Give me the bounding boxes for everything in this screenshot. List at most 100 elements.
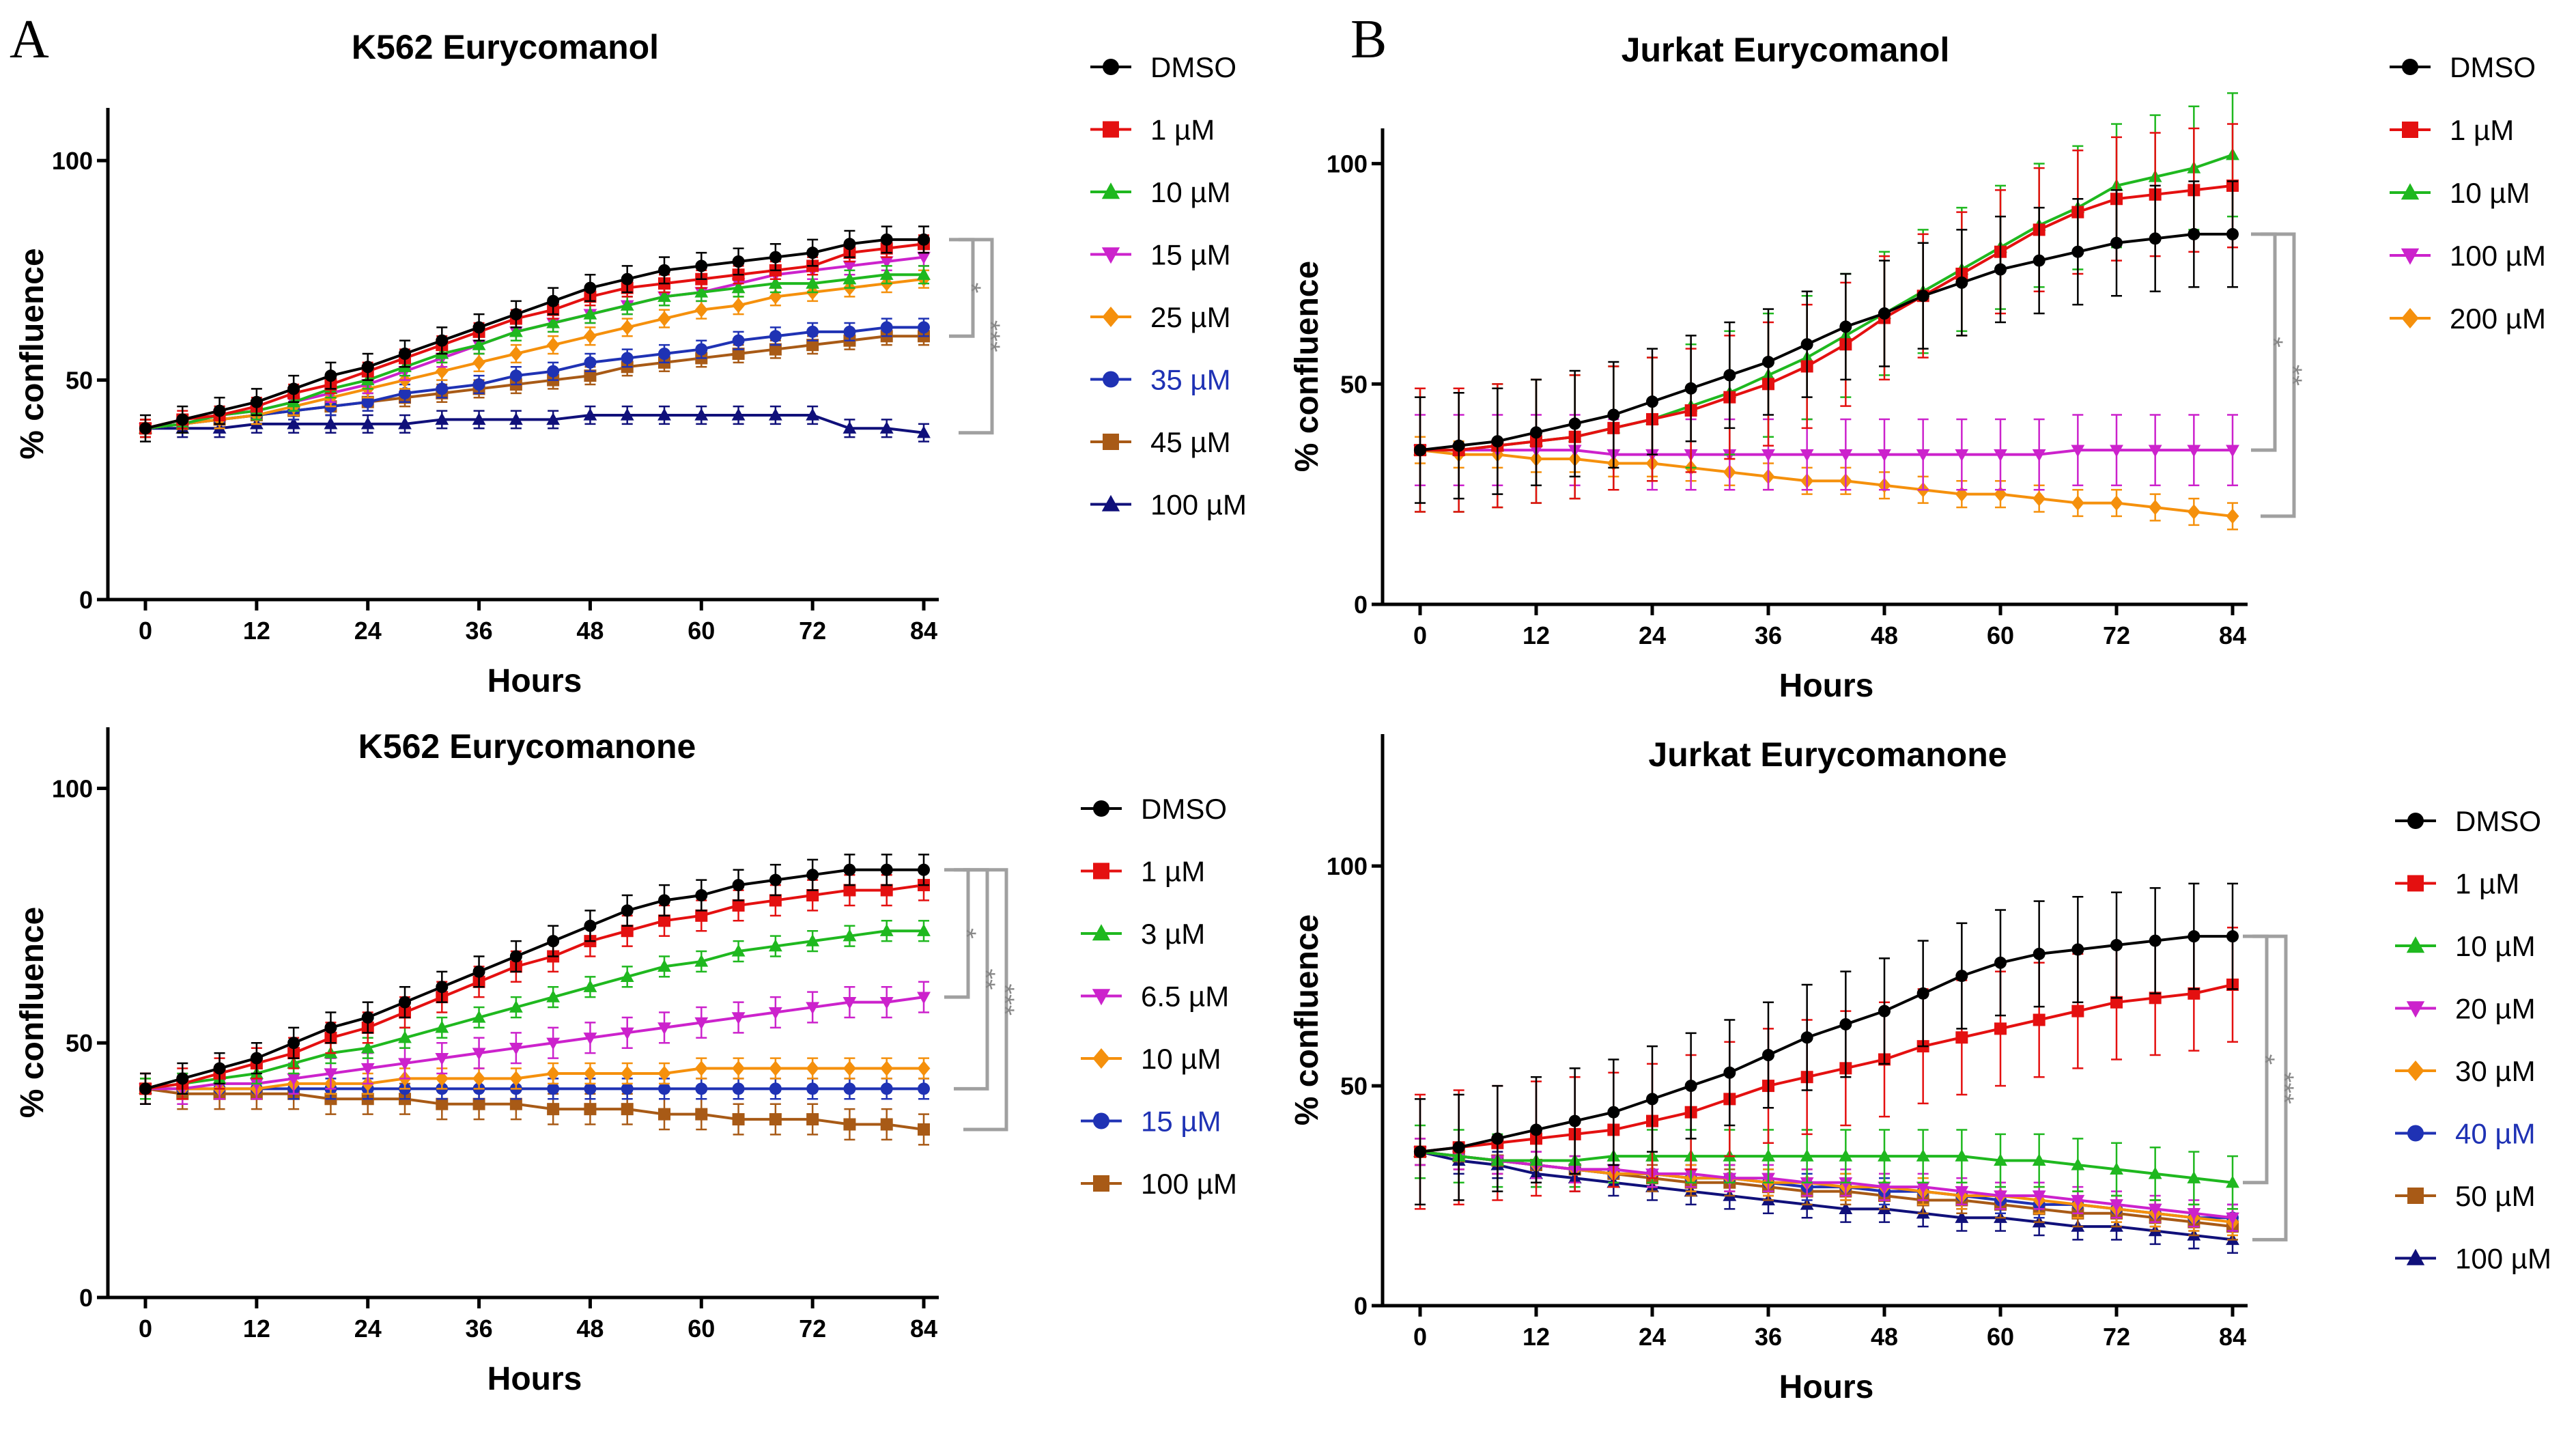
data-point (843, 238, 856, 251)
data-point (879, 421, 894, 434)
chart-jurkat-eurycomanol: Jurkat Eurycomanol 0 50 100 0 12 24 36 48 60 72 84 H… (1289, 31, 2546, 704)
data-point (584, 1082, 597, 1095)
data-point (2226, 1175, 2239, 1188)
legend-item-50-um: 50 µM (2395, 1180, 2536, 1212)
data-point (732, 879, 745, 892)
x-tick-label: 72 (2103, 1323, 2130, 1351)
x-tick-label: 12 (243, 617, 270, 645)
data-point (1839, 449, 1853, 462)
data-point (1723, 369, 1736, 382)
data-point (2149, 499, 2162, 516)
data-point (657, 959, 671, 972)
data-point (880, 1118, 893, 1131)
series-line (1419, 983, 2233, 1153)
data-point (1723, 1066, 1736, 1079)
series-line (145, 868, 924, 1091)
data-point (1878, 449, 1891, 462)
legend-marker (2406, 936, 2425, 953)
data-point (398, 417, 412, 430)
series-line (1419, 1150, 2233, 1220)
data-point (768, 276, 782, 289)
chart-title: Jurkat Eurycomanol (1622, 31, 1950, 69)
data-point (2148, 1166, 2162, 1179)
data-point (918, 1123, 930, 1136)
data-point (360, 1041, 375, 1054)
data-point (1491, 435, 1504, 448)
series-dmso (1414, 180, 2239, 504)
data-point (546, 315, 561, 328)
series-line (145, 277, 924, 430)
data-point (2110, 1199, 2123, 1212)
series-line (145, 242, 924, 430)
data-point (879, 256, 894, 269)
x-tick-label: 36 (466, 617, 493, 645)
data-point (1994, 449, 2007, 462)
data-point (546, 1037, 561, 1050)
data-point (509, 412, 523, 425)
legend-marker (1093, 1112, 1109, 1129)
legend-marker (1093, 800, 1109, 817)
data-point (695, 343, 708, 356)
data-point (843, 1082, 856, 1095)
legend-item-25-um: 25 µM (1090, 301, 1231, 333)
series-dmso (1414, 882, 2239, 1206)
data-point (509, 346, 523, 362)
data-point (583, 1065, 597, 1082)
data-point (918, 1082, 930, 1095)
x-tick-label: 60 (688, 617, 715, 645)
data-point (1839, 1177, 1853, 1190)
data-point (917, 267, 931, 280)
legend-item-dmso: DMSO (2390, 51, 2536, 83)
data-point (1955, 970, 1968, 983)
data-point (731, 408, 746, 421)
data-point (1568, 1114, 1581, 1127)
legend-marker (1101, 182, 1120, 199)
data-point (398, 1030, 412, 1043)
legend-marker (2407, 1188, 2424, 1204)
data-point (472, 1071, 486, 1086)
y-tick-label: 50 (66, 367, 93, 395)
series-line (145, 1087, 924, 1131)
legend-item-10-um: 10 µM (1090, 176, 1231, 208)
data-point (694, 1017, 709, 1030)
legend-marker (2402, 59, 2418, 75)
data-point (2149, 232, 2162, 245)
data-point (2110, 996, 2123, 1009)
series-line (1419, 935, 2233, 1153)
data-point (1916, 449, 1930, 462)
chart-title: Jurkat Eurycomanone (1648, 735, 2007, 774)
data-point (1414, 444, 1426, 457)
data-point (769, 1082, 782, 1095)
legend-item-dmso: DMSO (1090, 51, 1236, 83)
data-point (880, 1082, 893, 1095)
data-point (213, 404, 226, 417)
chart-title: K562 Eurycomanone (358, 727, 696, 766)
data-point (472, 412, 486, 425)
data-point (2226, 508, 2239, 524)
legend-item-100-um: 100 µM (1081, 1168, 1237, 1200)
data-point (769, 1061, 782, 1076)
legend-label: 1 µM (1150, 114, 1215, 146)
data-point (1646, 1093, 1658, 1106)
data-point (546, 989, 561, 1002)
x-tick-label: 60 (1987, 1323, 2014, 1351)
data-point (547, 1103, 560, 1116)
data-point (843, 996, 857, 1009)
data-point (2071, 245, 2084, 258)
data-point (1839, 1017, 1852, 1030)
data-point (731, 1012, 746, 1025)
data-point (621, 320, 634, 335)
x-tick-label: 60 (688, 1315, 715, 1343)
data-point (1800, 1031, 1813, 1044)
data-point (584, 919, 597, 932)
legend-item-100-um: 100 µM (2395, 1243, 2551, 1275)
legend-item-20-um: 20 µM (2395, 993, 2536, 1025)
data-point (620, 1027, 634, 1040)
bracket-line (2261, 232, 2296, 518)
data-point (657, 1065, 671, 1082)
data-point (1762, 356, 1774, 369)
significance-bracket: *** (963, 868, 1019, 1132)
legend-marker (1103, 434, 1119, 450)
significance-stars: ** (2277, 365, 2307, 386)
data-point (250, 395, 263, 408)
